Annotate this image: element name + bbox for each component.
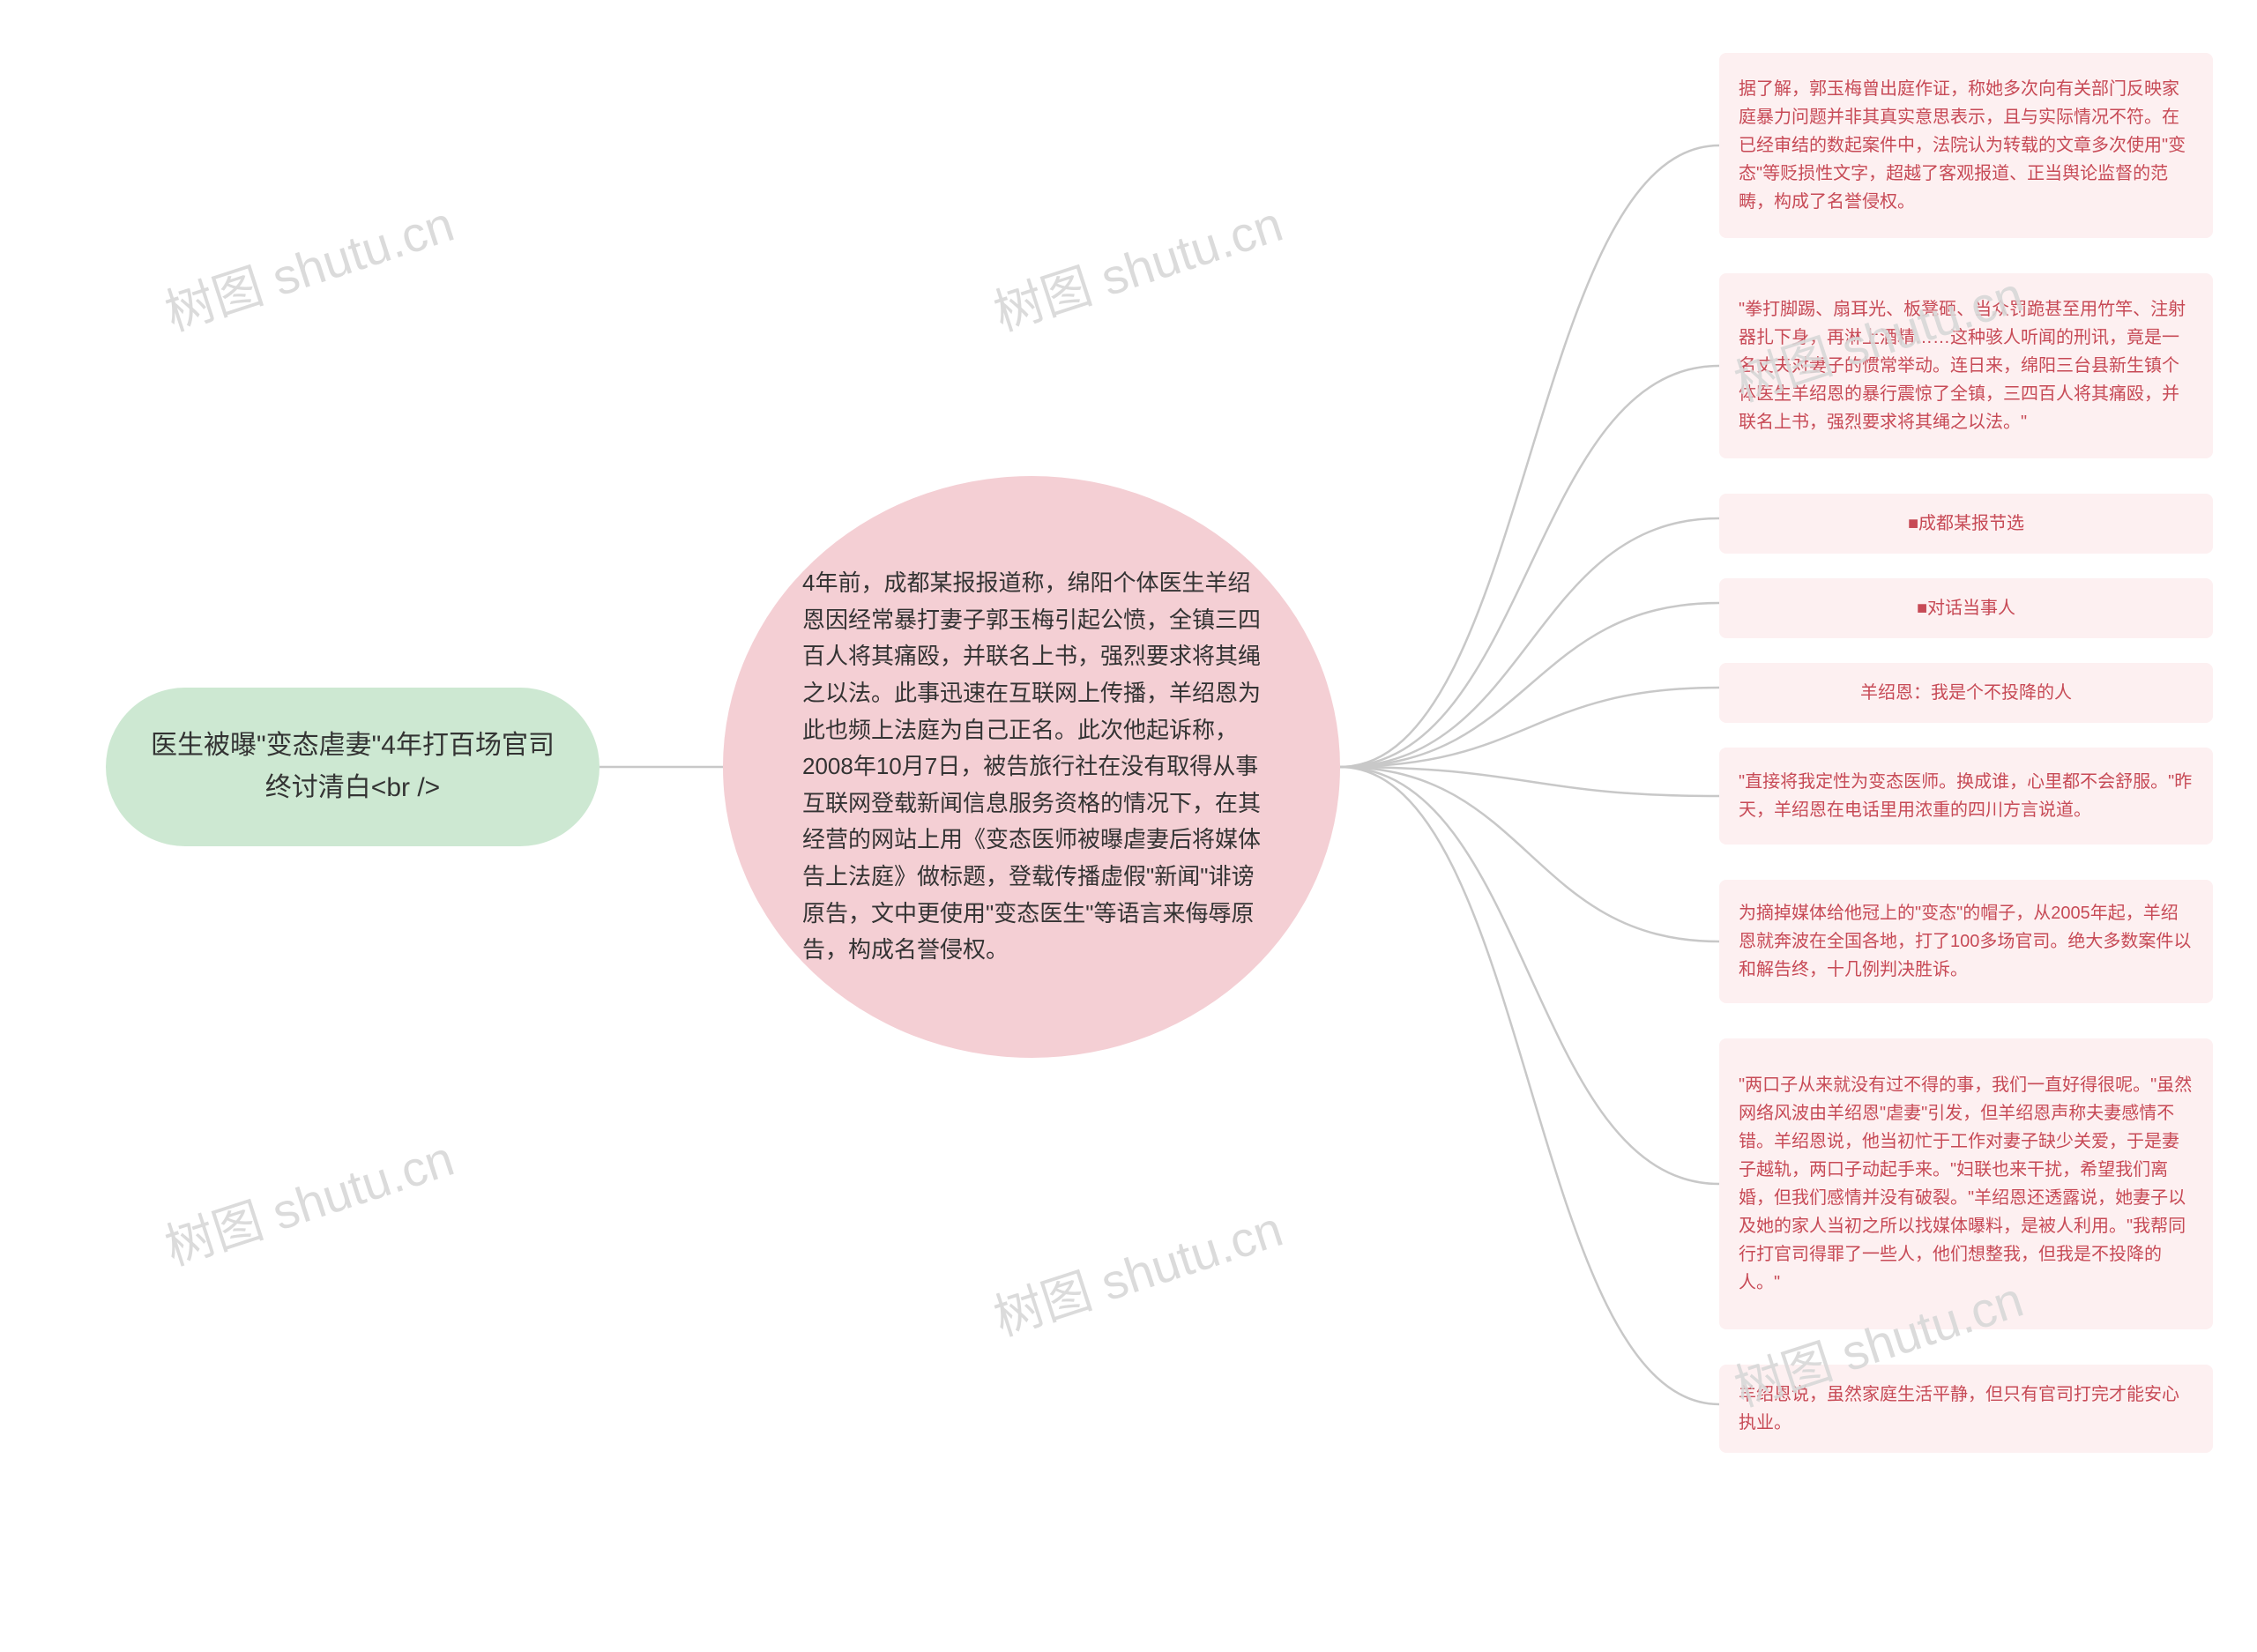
leaf-node: 羊绍恩说，虽然家庭生活平静，但只有官司打完才能安心执业。 [1719, 1365, 2213, 1453]
leaf-text: 羊绍恩：我是个不投降的人 [1860, 679, 2072, 707]
watermark: 树图 shutu.cn [984, 1190, 1291, 1351]
leaf-text: ■成都某报节选 [1908, 510, 2024, 538]
leaf-text: ■对话当事人 [1917, 594, 2015, 622]
main-node: 4年前，成都某报报道称，绵阳个体医生羊绍恩因经常暴打妻子郭玉梅引起公愤，全镇三四… [723, 476, 1340, 1058]
watermark: 树图 shutu.cn [155, 1120, 462, 1280]
watermark: 树图 shutu.cn [155, 185, 462, 346]
leaf-text: 羊绍恩说，虽然家庭生活平静，但只有官司打完才能安心执业。 [1739, 1380, 2194, 1437]
leaf-node: "两口子从来就没有过不得的事，我们一直好得很呢。"虽然网络风波由羊绍恩"虐妻"引… [1719, 1038, 2213, 1329]
leaf-node: "拳打脚踢、扇耳光、板凳砸、当众罚跪甚至用竹竿、注射器扎下身，再淋上酒精……这种… [1719, 273, 2213, 458]
leaf-text: "拳打脚踢、扇耳光、板凳砸、当众罚跪甚至用竹竿、注射器扎下身，再淋上酒精……这种… [1739, 295, 2194, 436]
root-text: 医生被曝"变态虐妻"4年打百场官司终讨清白<br /> [150, 725, 555, 809]
main-text: 4年前，成都某报报道称，绵阳个体医生羊绍恩因经常暴打妻子郭玉梅引起公愤，全镇三四… [802, 565, 1261, 969]
leaf-node: 为摘掉媒体给他冠上的"变态"的帽子，从2005年起，羊绍恩就奔波在全国各地，打了… [1719, 880, 2213, 1003]
leaf-text: "两口子从来就没有过不得的事，我们一直好得很呢。"虽然网络风波由羊绍恩"虐妻"引… [1739, 1071, 2194, 1297]
leaf-node: ■对话当事人 [1719, 578, 2213, 638]
mindmap-canvas: 医生被曝"变态虐妻"4年打百场官司终讨清白<br /> 4年前，成都某报报道称，… [0, 0, 2257, 1652]
root-node: 医生被曝"变态虐妻"4年打百场官司终讨清白<br /> [106, 688, 600, 846]
leaf-text: 据了解，郭玉梅曾出庭作证，称她多次向有关部门反映家庭暴力问题并非其真实意思表示，… [1739, 75, 2194, 216]
leaf-node: ■成都某报节选 [1719, 494, 2213, 554]
leaf-text: "直接将我定性为变态医师。换成谁，心里都不会舒服。"昨天，羊绍恩在电话里用浓重的… [1739, 768, 2194, 824]
leaf-node: 羊绍恩：我是个不投降的人 [1719, 663, 2213, 723]
watermark: 树图 shutu.cn [984, 185, 1291, 346]
leaf-node: 据了解，郭玉梅曾出庭作证，称她多次向有关部门反映家庭暴力问题并非其真实意思表示，… [1719, 53, 2213, 238]
leaf-text: 为摘掉媒体给他冠上的"变态"的帽子，从2005年起，羊绍恩就奔波在全国各地，打了… [1739, 899, 2194, 984]
leaf-node: "直接将我定性为变态医师。换成谁，心里都不会舒服。"昨天，羊绍恩在电话里用浓重的… [1719, 748, 2213, 845]
